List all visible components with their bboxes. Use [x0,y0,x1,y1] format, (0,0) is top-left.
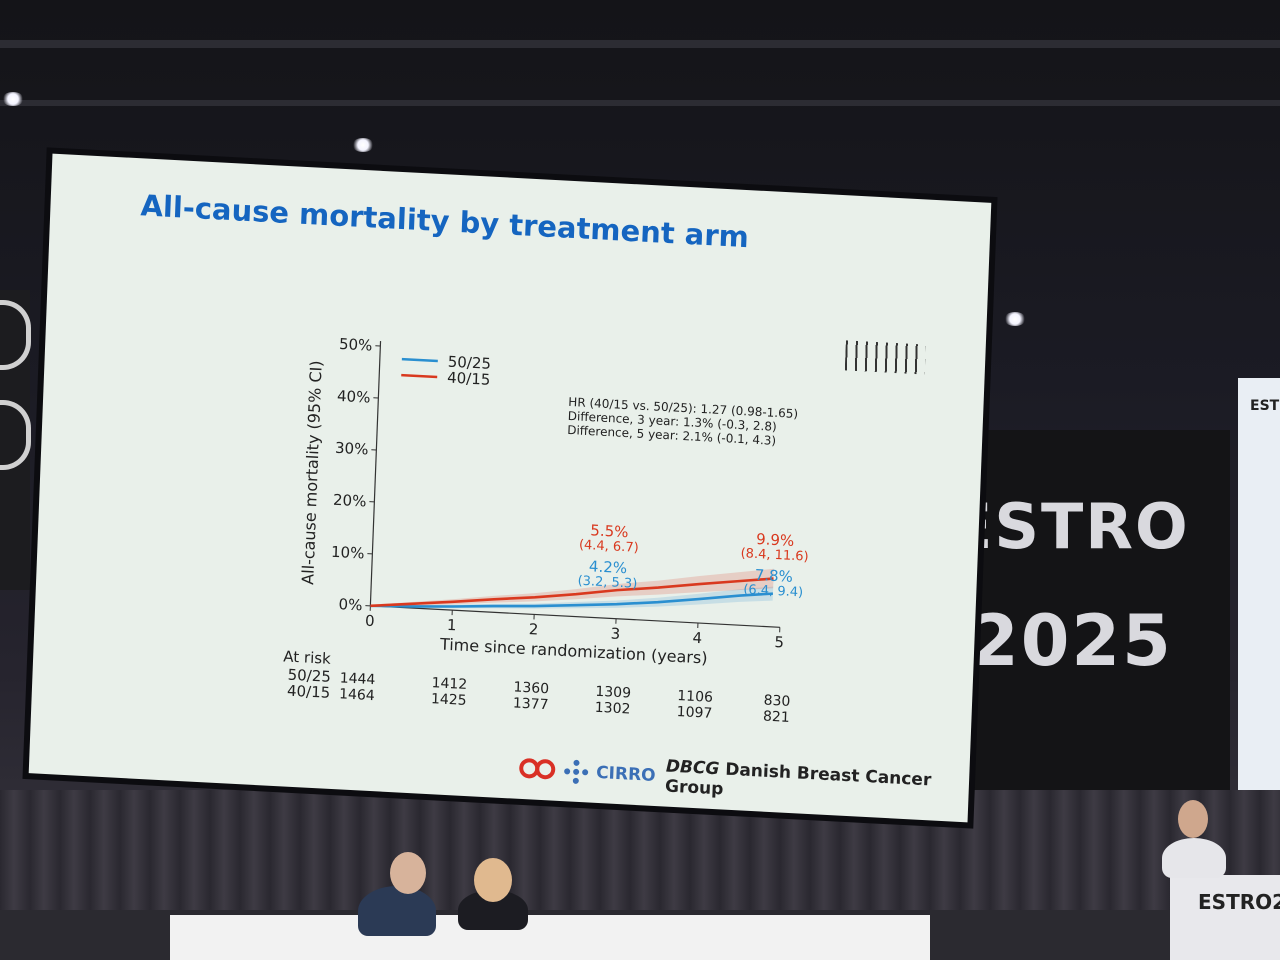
annotation-year3-50-25-value: 4.2% [589,557,628,577]
speaker-podium [1170,875,1280,960]
dbcg-abbrev: DBCG [665,756,720,780]
annotation-year5-40-15-ci: (8.4, 11.6) [740,546,809,565]
cirro-logo-icon [564,759,589,784]
banner-line1: ESTRO [950,490,1190,563]
infinity-logo-icon [518,756,556,784]
stage-spotlight [1004,312,1026,326]
at-risk-value: 1444 [339,670,375,688]
y-tick-label: 10% [331,543,365,563]
annotation-year5-40-15-value: 9.9% [756,530,795,550]
panel-desk [170,915,930,960]
y-axis-line [369,341,382,606]
ceiling-truss [0,100,1280,106]
x-tick-label: 2 [528,620,538,638]
at-risk-value: 821 [763,709,790,726]
annotation-year3-40-15-ci: (4.4, 6.7) [579,538,639,556]
at-risk-value: 1302 [595,700,631,718]
at-risk-value: 1412 [431,675,467,693]
annotation-year3-50-25-ci: (3.2, 5.3) [577,574,637,592]
side-screen-text: ESTRO [1250,398,1280,414]
y-tick-label: 30% [335,439,369,459]
stage-spotlight [2,92,24,106]
mortality-chart: 0% 10% 20% 30% 40% 50% 0 1 2 3 4 5 Time since random… [283,335,809,726]
left-wall-banner [0,290,31,590]
at-risk-arm: 40/15 [287,682,331,702]
annotation-year5-50-25-value: 7.8% [754,566,793,586]
estro-wall-banner: ESTRO 2025 [930,430,1230,790]
at-risk-value: 1097 [676,704,712,722]
x-tick-label: 5 [774,633,784,651]
legend-label: 50/25 [447,353,491,373]
x-tick-label: 1 [447,616,457,634]
x-tick-label: 0 [365,612,375,630]
at-risk-value: 1377 [513,695,549,713]
x-axis-label: Time since randomization (years) [439,634,708,667]
panelist-man [358,886,436,936]
legend-label: 40/15 [447,369,491,389]
y-tick-label: 40% [337,387,371,407]
speaker-head [1178,800,1208,838]
y-tick-label: 20% [333,491,367,511]
ci-band-50-25 [370,586,774,609]
x-axis-line [370,605,780,628]
panelist-woman-head [474,858,512,902]
at-risk-value: 830 [763,693,790,710]
stage-spotlight [352,138,374,152]
y-axis-label: All-cause mortality (95% CI) [298,360,326,585]
cirro-logo-text: CIRRO [595,762,656,786]
ceiling-truss [0,40,1280,48]
at-risk-value: 1309 [595,684,631,702]
side-screen [1238,378,1280,798]
legend-swatch [401,373,438,379]
y-tick-label: 0% [338,595,362,614]
at-risk-value: 1360 [513,679,549,697]
at-risk-label: At risk [283,647,331,667]
x-tick-label: 4 [692,629,702,647]
y-tick-label: 50% [339,335,373,355]
annotation-year3-40-15-value: 5.5% [590,521,629,541]
at-risk-value: 1106 [677,688,713,706]
series-line-40-15 [370,577,774,608]
annotation-year5-50-25-ci: (6.4, 9.4) [743,582,803,600]
at-risk-value: 1425 [431,691,467,709]
series-line-50-25 [370,592,774,608]
legend-swatch [401,357,438,363]
at-risk-arm: 50/25 [287,666,331,686]
x-tick-label: 3 [610,624,620,642]
ci-band-40-15 [370,568,774,606]
at-risk-value: 1464 [339,686,375,704]
projection-screen: All-cause mortality by treatment arm 0% 1… [28,153,992,823]
podium-sign: ESTRO2 [1198,890,1280,914]
panelist-man-head [390,852,426,894]
speaker [1162,838,1226,878]
banner-line2: 2025 [970,600,1173,682]
